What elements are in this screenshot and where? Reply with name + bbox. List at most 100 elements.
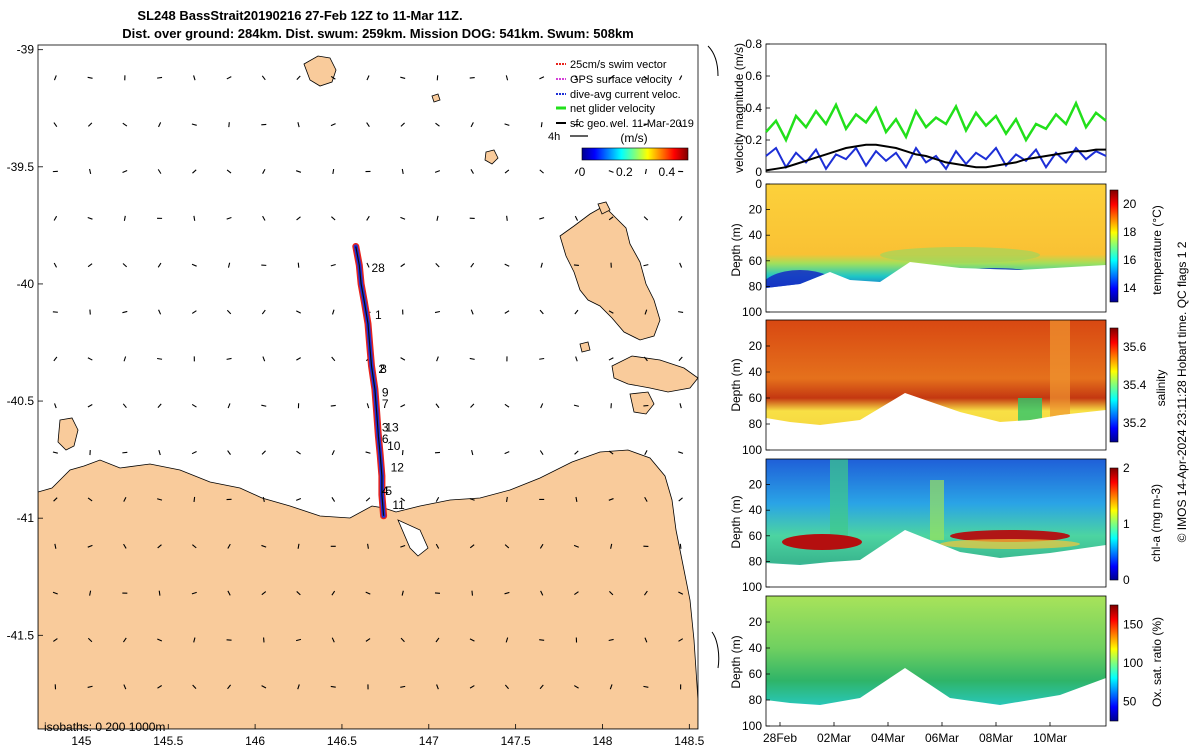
current-vector — [504, 544, 510, 549]
current-vector — [678, 311, 684, 314]
current-vector — [400, 497, 406, 502]
current-vector — [296, 450, 301, 455]
current-vector — [471, 590, 474, 596]
oxygen-y-tick-label: 60 — [749, 667, 763, 681]
current-vector — [157, 169, 162, 174]
current-vector — [469, 544, 475, 549]
map-title: SL248 BassStrait20190216 27-Feb 12Z to 1… — [137, 8, 462, 23]
temperature-colorbar — [1109, 189, 1119, 303]
oxygen-x-tick-label: 04Mar — [871, 731, 905, 745]
current-vector — [157, 357, 163, 360]
current-vector — [679, 75, 683, 81]
current-vector — [644, 496, 648, 502]
current-vector — [610, 543, 613, 549]
salinity-ylabel: Depth (m) — [729, 358, 743, 411]
current-vector — [400, 263, 406, 268]
day-label: 9 — [382, 385, 389, 399]
current-vector — [574, 75, 579, 81]
velocity-line-net — [765, 100, 1107, 143]
map-x-tick-label: 145 — [71, 734, 91, 748]
current-vector — [608, 310, 614, 314]
temperature-y-tick-label: 20 — [749, 203, 763, 217]
current-vector — [193, 215, 196, 221]
current-vector — [678, 122, 683, 128]
current-vector — [470, 169, 474, 174]
current-vector — [678, 356, 683, 362]
current-vector — [122, 451, 128, 454]
current-vector — [157, 638, 163, 642]
current-vector — [434, 310, 441, 314]
temperature-colorbar-tick: 20 — [1123, 197, 1137, 211]
chla-ylabel: Depth (m) — [729, 495, 743, 548]
temperature-colorbar-tick: 18 — [1123, 225, 1137, 239]
current-vector — [539, 217, 545, 220]
day-label: 3 — [382, 421, 389, 435]
current-vector — [678, 638, 684, 642]
current-vector — [53, 75, 57, 81]
current-vector — [575, 496, 578, 502]
oxygen-colorbar-tick: 100 — [1123, 656, 1143, 670]
land-clarke-island — [629, 391, 655, 415]
current-vector — [157, 685, 162, 689]
salinity-y-tick-label: 100 — [742, 443, 762, 457]
map-colorbar-tick: 0.2 — [616, 165, 633, 179]
oxygen-x-tick-label: 02Mar — [817, 731, 851, 745]
current-vector — [470, 262, 475, 268]
current-vector — [400, 216, 406, 220]
current-vector — [87, 637, 93, 643]
oxygen-field — [766, 596, 1106, 705]
current-vector — [191, 450, 197, 455]
current-vector — [262, 215, 266, 221]
land-islet — [484, 149, 499, 165]
current-vector — [89, 168, 92, 175]
current-vector — [678, 215, 683, 221]
current-vector — [435, 122, 440, 127]
imos-side-note: © IMOS 14-Apr-2024 23:11:28 Hobart time.… — [1175, 241, 1189, 542]
map-y-tick-label: -41.5 — [7, 628, 35, 642]
map-y-tick-label: -41 — [17, 511, 35, 525]
current-vector — [540, 122, 543, 128]
map-x-tick-label: 148 — [592, 734, 612, 748]
legend-label-gps: GPS surface velocity — [570, 74, 673, 86]
land-west-island — [57, 417, 79, 451]
map-y-tick-label: -39 — [17, 43, 35, 57]
salinity-colorbar-label: salinity — [1154, 370, 1168, 407]
current-vector — [227, 684, 232, 690]
current-vector — [330, 404, 336, 407]
current-vector — [608, 75, 614, 80]
current-vector — [470, 403, 475, 408]
current-vector — [505, 637, 509, 643]
current-vector — [87, 216, 93, 220]
current-vector — [53, 122, 58, 127]
current-vector — [365, 497, 371, 502]
legend-label-dive: dive-avg current veloc. — [570, 89, 681, 101]
land-tasmania — [38, 449, 698, 729]
current-vector — [539, 169, 544, 174]
current-vector — [226, 76, 232, 80]
oxygen-colorbar-ticks: 50 100 150 — [1123, 617, 1143, 708]
current-vector — [644, 309, 648, 315]
current-vector — [191, 591, 197, 595]
velocity-y-tick-label: 0 — [755, 165, 762, 179]
current-vector — [295, 170, 302, 173]
day-label: 10 — [387, 439, 401, 453]
current-vector — [87, 685, 93, 688]
current-vector — [87, 76, 93, 79]
crop-mark — [711, 631, 720, 669]
current-vector — [471, 450, 474, 456]
temperature-ylabel: Depth (m) — [729, 223, 743, 276]
map-x-tick-label: 148.5 — [674, 734, 704, 748]
current-vector — [504, 123, 510, 126]
current-vector — [54, 543, 57, 549]
current-vector — [573, 685, 579, 689]
current-vector — [331, 590, 336, 596]
current-vector — [297, 684, 300, 690]
chla-colorbar-tick: 0 — [1123, 573, 1130, 587]
current-vector — [400, 637, 405, 643]
chla-field — [766, 459, 1106, 565]
current-vector — [295, 638, 302, 642]
oxygen-x-tick-label: 06Mar — [925, 731, 959, 745]
current-vector — [158, 590, 161, 596]
current-vector — [401, 168, 404, 175]
chla-frame — [765, 458, 1107, 588]
